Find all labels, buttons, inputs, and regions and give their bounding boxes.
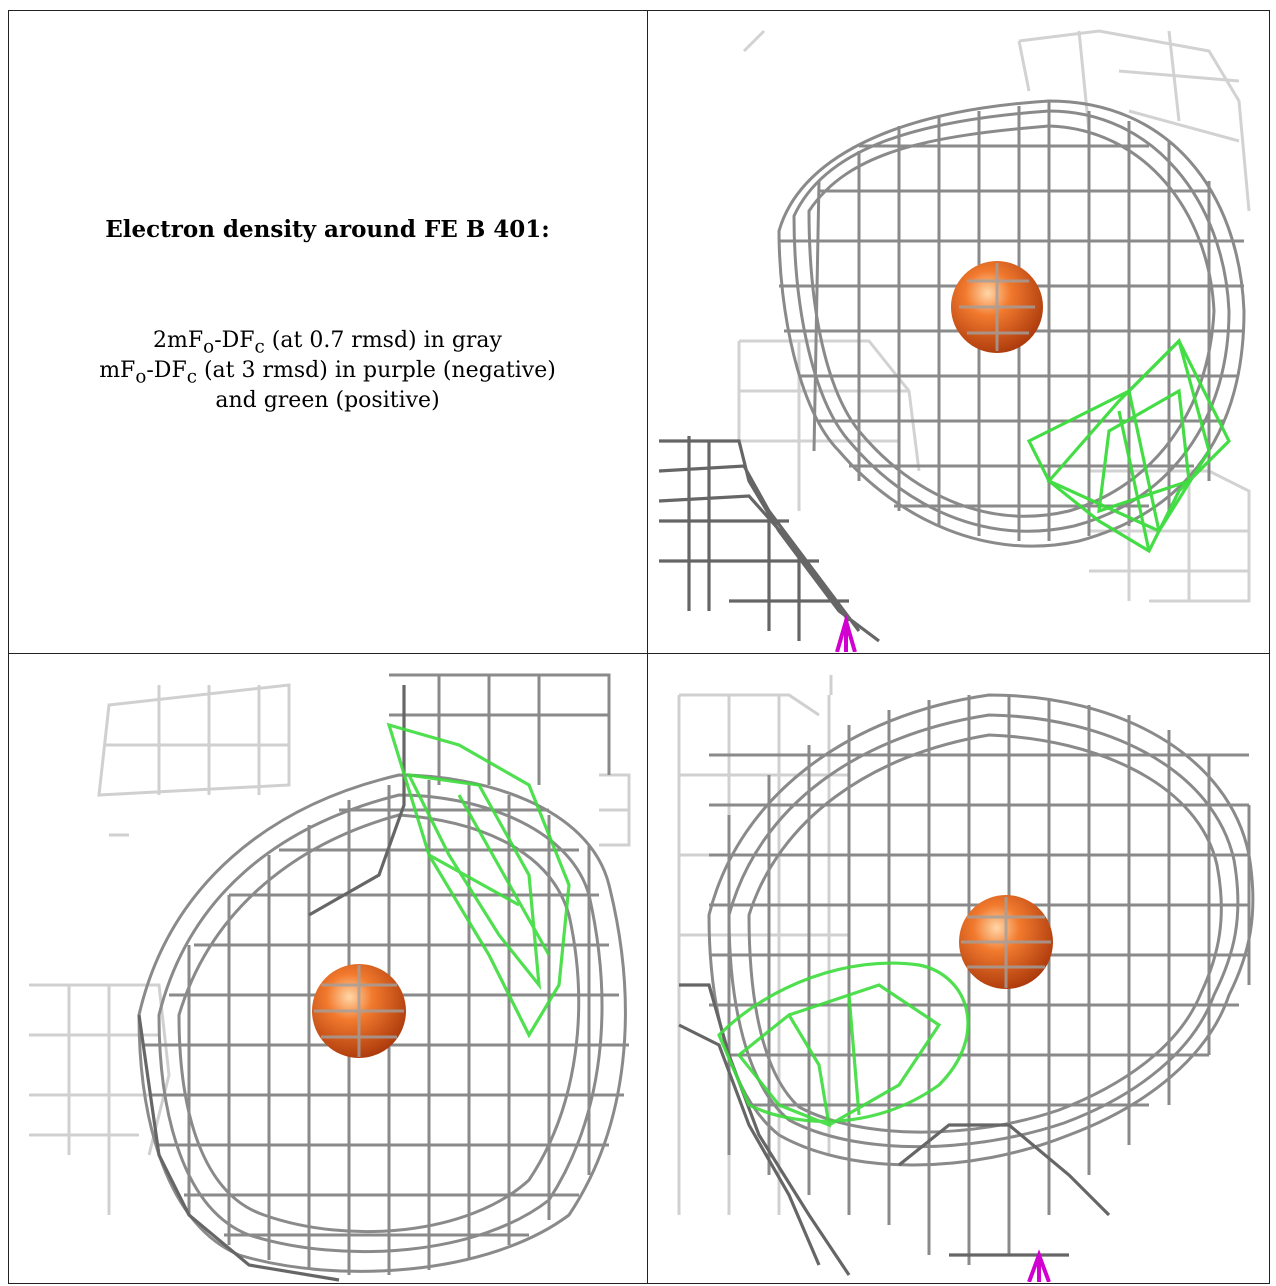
density-mesh-1 bbox=[658, 29, 1251, 652]
density-view-bottom-left bbox=[9, 655, 646, 1282]
density-view-bottom-right bbox=[649, 655, 1268, 1282]
table-divider-horizontal bbox=[8, 653, 1270, 654]
density-mesh-3 bbox=[677, 675, 1255, 1282]
legend-cell: Electron density around FE B 401: 2mFo-D… bbox=[9, 11, 646, 652]
legend-line-2fofc: 2mFo-DFc (at 0.7 rmsd) in gray bbox=[153, 328, 502, 358]
density-mesh-2 bbox=[29, 673, 631, 1282]
legend-line-fofc: mFo-DFc (at 3 rmsd) in purple (negative) bbox=[99, 358, 556, 388]
legend-title: Electron density around FE B 401: bbox=[105, 216, 550, 243]
density-view-top-right bbox=[649, 11, 1268, 652]
figure-table bbox=[8, 10, 1270, 1284]
legend-line-fofc-positive: and green (positive) bbox=[215, 388, 440, 413]
table-divider-vertical bbox=[647, 10, 648, 1284]
